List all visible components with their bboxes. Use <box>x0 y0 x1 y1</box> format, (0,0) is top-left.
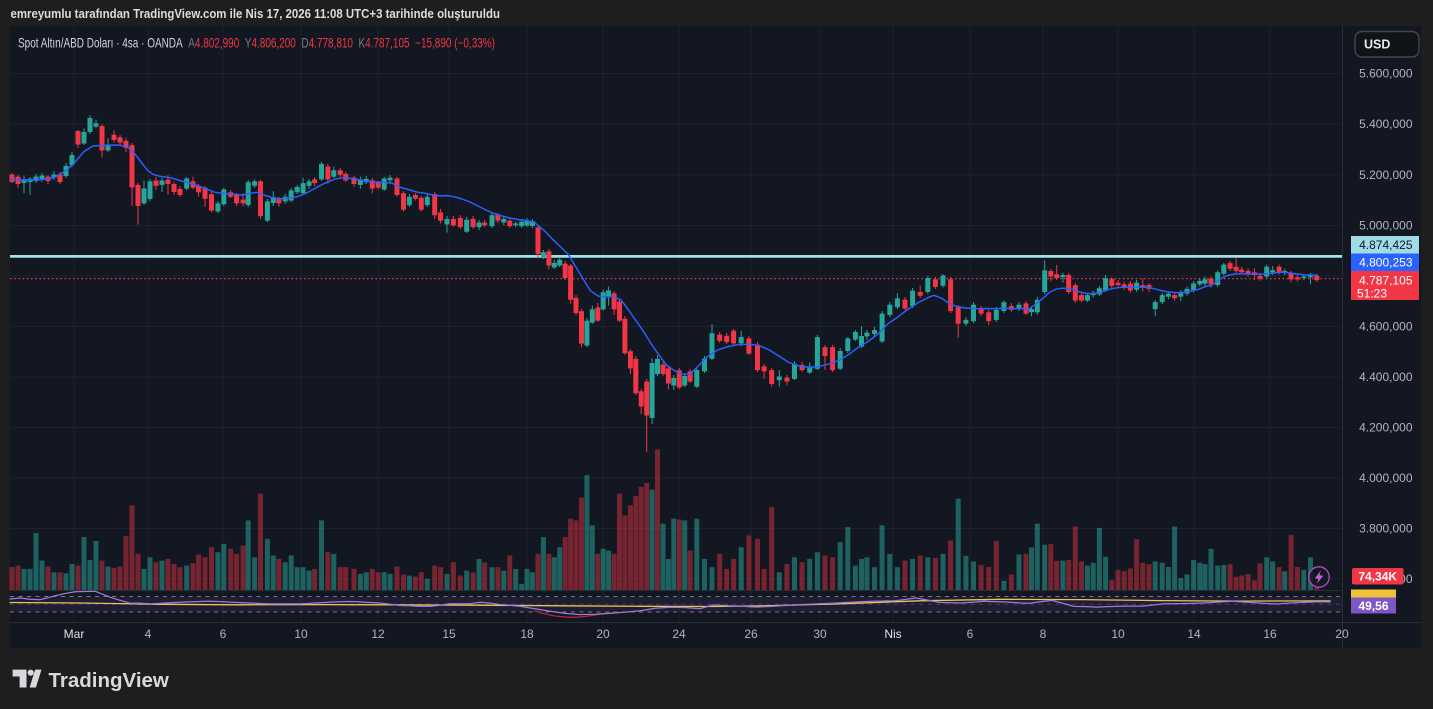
svg-text:5.600,000: 5.600,000 <box>1359 67 1413 81</box>
svg-text:16: 16 <box>1263 627 1277 641</box>
svg-text:Nis: Nis <box>884 627 901 641</box>
svg-text:12: 12 <box>371 627 385 641</box>
svg-text:6: 6 <box>967 627 974 641</box>
svg-text:49,56: 49,56 <box>1358 599 1388 613</box>
svg-text:TradingView: TradingView <box>49 669 169 692</box>
svg-text:4.200,000: 4.200,000 <box>1359 421 1413 435</box>
svg-text:6: 6 <box>220 627 227 641</box>
svg-text:20: 20 <box>1335 627 1349 641</box>
svg-text:emreyumlu tarafından TradingVi: emreyumlu tarafından TradingView.com ile… <box>11 6 500 21</box>
svg-text:30: 30 <box>813 627 827 641</box>
svg-text:4: 4 <box>145 627 152 641</box>
svg-text:74,34K: 74,34K <box>1358 570 1397 584</box>
svg-text:3.800,000: 3.800,000 <box>1359 522 1413 536</box>
svg-text:4.800,253: 4.800,253 <box>1359 256 1413 270</box>
svg-text:10: 10 <box>1111 627 1125 641</box>
svg-text:26: 26 <box>744 627 758 641</box>
svg-text:4.400,000: 4.400,000 <box>1359 370 1413 384</box>
svg-text:4.874,425: 4.874,425 <box>1359 238 1413 252</box>
svg-text:5.000,000: 5.000,000 <box>1359 219 1413 233</box>
svg-text:4.600,000: 4.600,000 <box>1359 320 1413 334</box>
svg-text:18: 18 <box>520 627 534 641</box>
svg-text:8: 8 <box>1040 627 1047 641</box>
svg-text:4.000,000: 4.000,000 <box>1359 471 1413 485</box>
svg-text:USD: USD <box>1364 38 1390 52</box>
svg-text:20: 20 <box>596 627 610 641</box>
svg-text:24: 24 <box>672 627 686 641</box>
svg-text:14: 14 <box>1187 627 1201 641</box>
svg-text:15: 15 <box>442 627 456 641</box>
svg-text:10: 10 <box>294 627 308 641</box>
svg-text:51:23: 51:23 <box>1357 287 1387 301</box>
svg-text:5.200,000: 5.200,000 <box>1359 168 1413 182</box>
svg-text:5.400,000: 5.400,000 <box>1359 117 1413 131</box>
svg-text:4.787,105: 4.787,105 <box>1359 274 1413 288</box>
svg-text:Mar: Mar <box>64 627 85 641</box>
svg-text:Spot Altın/ABD Doları · 4sa ·: Spot Altın/ABD Doları · 4sa · OANDA A4.8… <box>18 35 495 51</box>
